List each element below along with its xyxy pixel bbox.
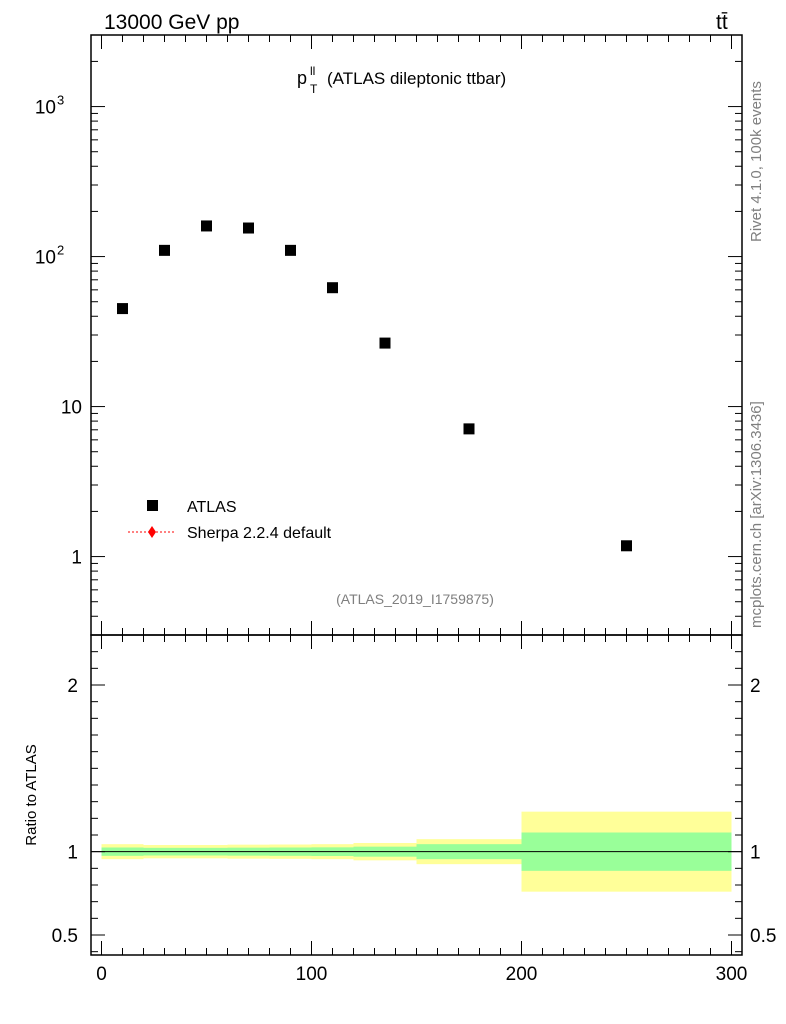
rivet-version-label: Rivet 4.1.0, 100k events [748,81,765,242]
ratio-x-tick-label: 0 [96,964,107,985]
legend-sherpa-label: Sherpa 2.2.4 default [187,525,332,542]
plot-title-superscript: ll [310,64,315,78]
ratio-y-tick-label-right: 1 [750,843,761,864]
ratio-y-tick-label-left: 1 [67,843,78,864]
ratio-x-tick-label: 200 [506,964,538,985]
ratio-x-tick-label: 300 [716,964,748,985]
ratio-y-tick-label-right: 0.5 [750,926,776,947]
process-label: tt̄ [716,11,728,34]
main-axis-ticks [91,34,742,636]
data-point-atlas [117,303,128,315]
main-y-tick-exponent: 3 [57,93,64,108]
legend-atlas-marker [147,500,158,511]
main-y-tick-label: 10 [35,248,56,269]
energy-label: 13000 GeV pp [104,11,239,34]
main-y-tick-label: 1 [71,548,82,569]
atlas-data-points [117,220,632,552]
data-point-atlas [159,244,170,256]
main-plot-frame [90,34,743,636]
ratio-x-tick-label: 100 [296,964,328,985]
ratio-plot-frame [90,634,743,956]
ratio-y-tick-label-right: 2 [750,676,761,697]
main-y-tick-exponent: 2 [57,243,64,258]
plot-title-p: p [297,68,307,88]
analysis-id-label: (ATLAS_2019_I1759875) [336,591,494,607]
ratio-axis-ticks [91,635,742,955]
legend-atlas-label: ATLAS [187,499,237,516]
data-point-atlas [379,337,391,349]
data-point-atlas [243,222,254,234]
ratio-panel: 0.5 0.5 1 1 2 2 0 100 200 300 Ratio to ATLAS [23,634,777,985]
legend-sherpa-marker [148,526,156,538]
ratio-y-axis-label: Ratio to ATLAS [23,744,40,845]
data-point-atlas [285,244,296,256]
ratio-tick-labels: 0.5 0.5 1 1 2 2 0 100 200 300 [52,676,777,985]
main-y-tick-label: 10 [35,98,56,119]
main-y-tick-label: 10 [61,398,82,419]
data-point-atlas [327,282,338,294]
data-point-atlas [201,220,212,232]
data-point-atlas [621,540,632,552]
legend: ATLAS Sherpa 2.2.4 default [128,499,332,542]
ratio-y-tick-label-left: 2 [67,676,78,697]
mcplots-label: mcplots.cern.ch [arXiv:1306.3436] [748,401,765,628]
plot-title-text: (ATLAS dileptonic ttbar) [327,69,506,88]
plot-title-subscript: T [310,82,318,96]
data-point-atlas [463,423,475,435]
ratio-y-tick-label-left: 0.5 [52,926,78,947]
